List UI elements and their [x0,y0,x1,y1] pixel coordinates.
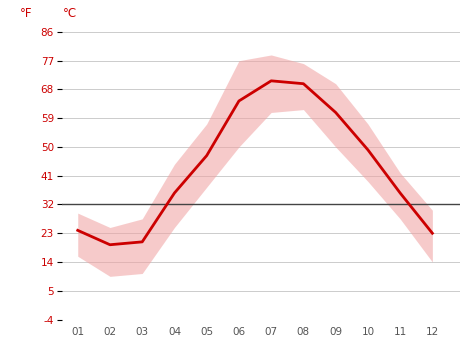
Text: °C: °C [63,7,77,21]
Text: °F: °F [19,7,32,21]
